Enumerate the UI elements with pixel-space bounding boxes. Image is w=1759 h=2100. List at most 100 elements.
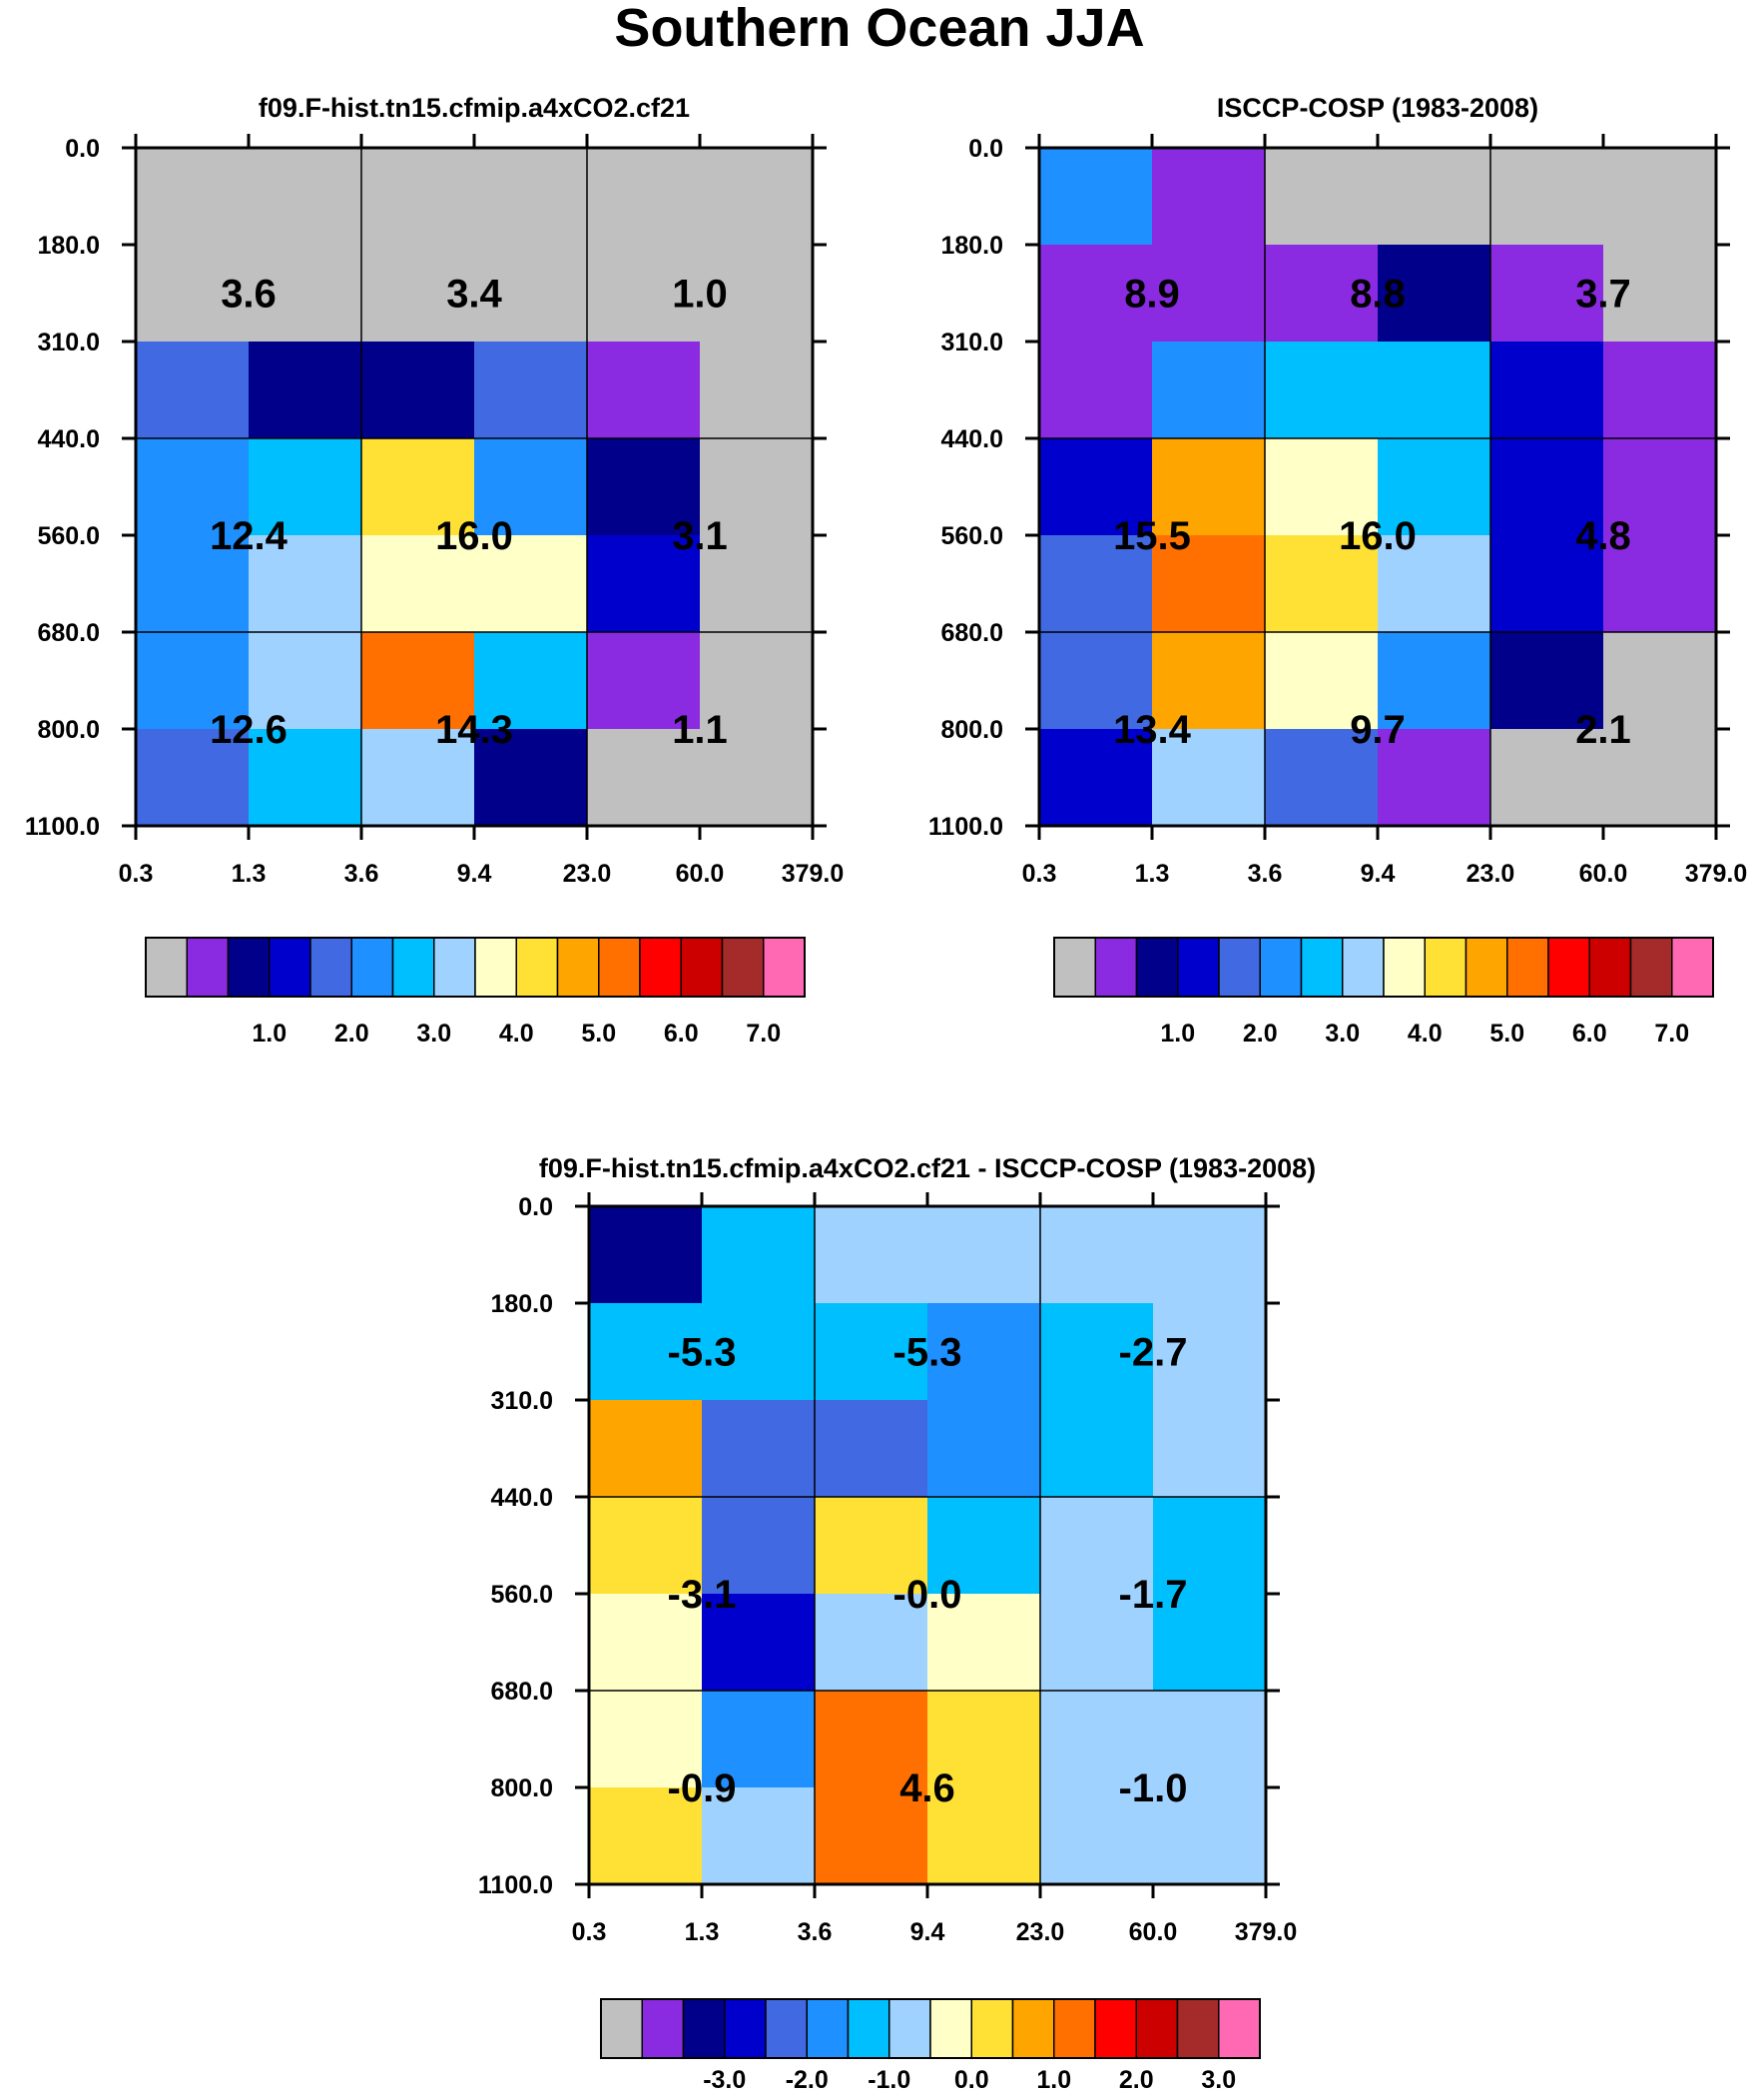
colorbar-label: 0.0 xyxy=(954,2066,989,2094)
colorbar-swatch xyxy=(1383,937,1426,998)
heatmap-cell xyxy=(1490,729,1604,827)
colorbar-swatch xyxy=(1218,1998,1261,2059)
heatmap-cell xyxy=(587,245,701,343)
colorbar-swatch xyxy=(1547,937,1590,998)
colorbar-swatch xyxy=(598,937,641,998)
y-tick-label: 560.0 xyxy=(940,522,1003,550)
colorbar-swatch xyxy=(1135,937,1179,998)
colorbar-swatch xyxy=(1011,1998,1055,2059)
colorbar-label: 7.0 xyxy=(746,1020,781,1048)
colorbar-swatch xyxy=(1629,937,1673,998)
x-tick-label: 3.6 xyxy=(798,1918,833,1946)
colorbar-label: 6.0 xyxy=(1572,1020,1607,1048)
heatmap-cell xyxy=(927,1787,1041,1885)
box-value-label: 9.7 xyxy=(1350,708,1406,752)
heatmap-cell xyxy=(587,729,701,827)
heatmap-cell xyxy=(1490,342,1604,439)
colorbar-label: 4.0 xyxy=(1408,1020,1443,1048)
heatmap-cell xyxy=(249,438,362,536)
colorbar-label: -1.0 xyxy=(868,2066,910,2094)
heatmap-cell xyxy=(1603,342,1717,439)
heatmap-cell xyxy=(815,1787,928,1885)
heatmap-cell xyxy=(1603,245,1717,343)
heatmap-cell xyxy=(1039,148,1153,246)
colorbar-swatch xyxy=(682,1998,726,2059)
colorbar: 1.0 2.0 3.0 4.0 5.0 6.0 7.0 xyxy=(1053,937,1714,1048)
colorbar-frame xyxy=(145,937,806,998)
box-value-label: 13.4 xyxy=(1113,708,1192,752)
heatmap-cell xyxy=(587,438,701,536)
heatmap-cell xyxy=(1153,1691,1267,1788)
colorbar-swatch xyxy=(680,937,724,998)
box-value-label: 16.0 xyxy=(1339,514,1417,558)
heatmap-cell xyxy=(700,632,814,730)
box-value-label: -2.7 xyxy=(1119,1331,1188,1375)
colorbar-label: 5.0 xyxy=(1489,1020,1524,1048)
heatmap-cell xyxy=(1040,1303,1154,1401)
colorbar-frame xyxy=(1053,937,1714,998)
heatmap-cell xyxy=(1152,632,1266,730)
colorbar-swatch xyxy=(806,1998,850,2059)
colorbar-swatch xyxy=(145,937,188,998)
box-value-label: 4.6 xyxy=(899,1766,955,1810)
heatmap-cell xyxy=(136,632,250,730)
heatmap-cell xyxy=(1152,438,1266,536)
box-value-label: 12.4 xyxy=(210,514,289,558)
heatmap-cell xyxy=(1490,535,1604,633)
colorbar-label: 3.0 xyxy=(416,1020,451,1048)
x-tick-label: 1.3 xyxy=(685,1918,720,1946)
colorbar-swatch xyxy=(474,937,517,998)
colorbar-label: 4.0 xyxy=(499,1020,534,1048)
box-values: 8.9 8.8 3.7 15.5 16.0 4.8 13.4 9.7 2.1 xyxy=(1113,273,1631,753)
heatmap-cell xyxy=(1490,632,1604,730)
panel-title: f09.F-hist.tn15.cfmip.a4xCO2.cf21 - ISCC… xyxy=(539,1153,1316,1183)
heatmap-cell xyxy=(589,1206,703,1304)
heatmap-cells xyxy=(1039,148,1717,827)
colorbar-swatch xyxy=(433,937,476,998)
box-grid xyxy=(1039,148,1716,826)
box-value-label: 2.1 xyxy=(1575,708,1631,752)
heatmap-cell xyxy=(702,1594,816,1692)
heatmap-cell xyxy=(1378,535,1491,633)
heatmap-cell xyxy=(1490,148,1604,246)
box-value-label: 16.0 xyxy=(435,514,513,558)
y-tick-label: 1100.0 xyxy=(25,813,100,841)
colorbar-swatch xyxy=(391,937,435,998)
heatmap-cell xyxy=(1153,1787,1267,1885)
heatmap-cell xyxy=(249,245,362,343)
heatmap-cell xyxy=(1040,1400,1154,1498)
x-tick-label: 0.3 xyxy=(1022,860,1057,888)
y-tick-label: 0.0 xyxy=(968,135,1003,163)
x-tick-label: 0.3 xyxy=(119,860,154,888)
heatmap-cell xyxy=(361,148,475,246)
box-value-label: 3.6 xyxy=(221,273,277,317)
heatmap-cell xyxy=(927,1303,1041,1401)
colorbar-swatch xyxy=(970,1998,1014,2059)
colorbar: 1.0 2.0 3.0 4.0 5.0 6.0 7.0 xyxy=(145,937,806,1048)
heatmap-cell xyxy=(1152,148,1266,246)
y-tick-label: 310.0 xyxy=(490,1387,553,1415)
heatmap-cell xyxy=(1040,1594,1154,1692)
y-tick-label: 560.0 xyxy=(490,1581,553,1609)
box-value-label: -5.3 xyxy=(893,1331,962,1375)
y-tick-label: 800.0 xyxy=(490,1774,553,1802)
box-value-label: 4.8 xyxy=(1575,514,1631,558)
heatmap-cell xyxy=(1153,1400,1267,1498)
heatmap-cell xyxy=(474,632,588,730)
colorbar-swatch xyxy=(763,937,806,998)
colorbar-swatch xyxy=(1506,937,1549,998)
heatmap-cell xyxy=(1490,245,1604,343)
heatmap-cell xyxy=(1040,1497,1154,1595)
colorbar-label: 6.0 xyxy=(664,1020,699,1048)
heatmap-cell xyxy=(815,1691,928,1788)
box-value-label: 14.3 xyxy=(435,708,513,752)
heatmap-cell xyxy=(136,148,250,246)
heatmap-cell xyxy=(1603,729,1717,827)
x-tick-label: 1.3 xyxy=(232,860,267,888)
x-tick-label: 60.0 xyxy=(1129,1918,1178,1946)
colorbar-swatch xyxy=(724,1998,767,2059)
heatmap-cell xyxy=(1603,535,1717,633)
colorbar-swatch xyxy=(1424,937,1467,998)
y-tick-label: 0.0 xyxy=(518,1193,553,1221)
heatmap-cell xyxy=(1153,1303,1267,1401)
